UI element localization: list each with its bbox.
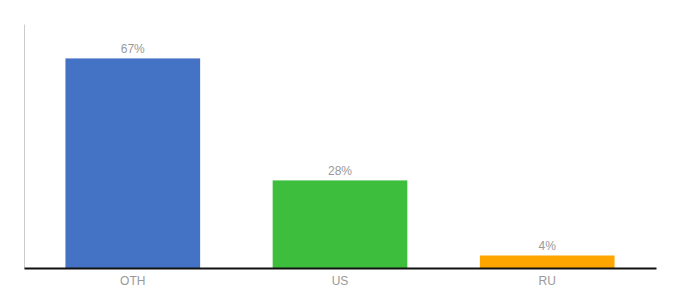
bars [65,58,614,268]
x-axis: OTH US RU [25,269,657,288]
bar [65,58,200,268]
data-label: 28% [328,164,352,178]
x-axis-line [25,268,657,270]
plot-area: OTH US RU 67% 28% 4% [25,25,657,288]
x-tick-label: US [332,274,349,288]
x-tick-label: RU [539,274,556,288]
data-label: 67% [121,42,145,56]
chart-svg: OTH US RU 67% 28% 4% [0,0,680,300]
x-tick: RU [539,274,556,288]
x-tick-label: OTH [120,274,145,288]
x-tick: US [332,274,349,288]
x-tick: OTH [120,274,145,288]
bar [480,255,615,268]
data-labels: 67% 28% 4% [121,42,556,253]
y-axis-line [24,25,25,269]
data-label: 4% [539,239,557,253]
bar [273,180,408,268]
y-axis [24,25,25,269]
